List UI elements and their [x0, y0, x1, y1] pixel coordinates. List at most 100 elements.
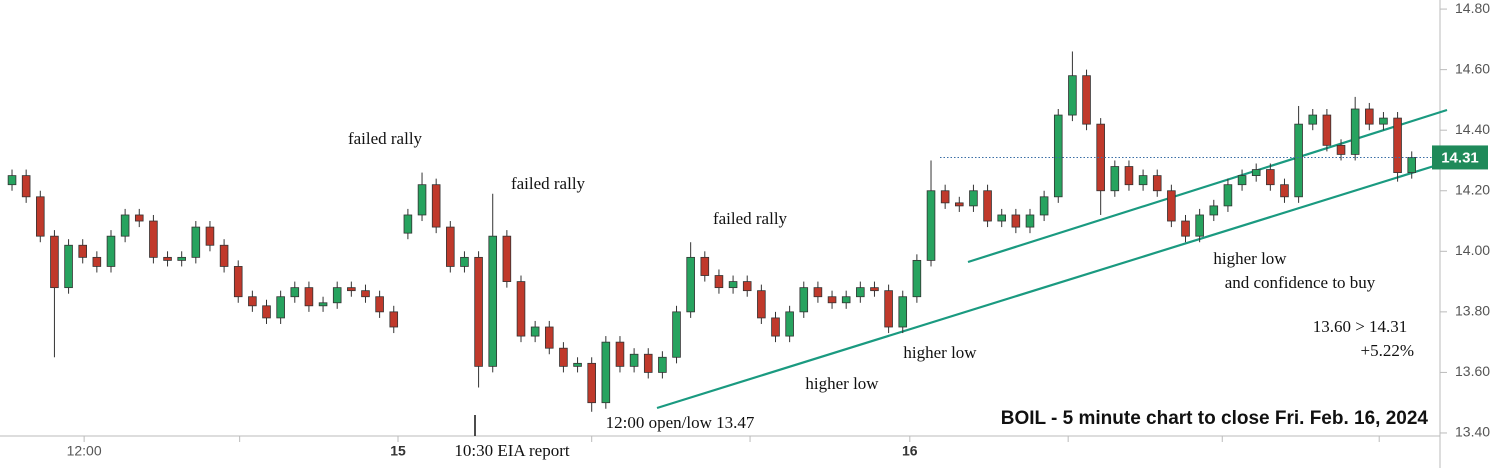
candle-body: [969, 190, 978, 207]
candle-body: [488, 235, 498, 367]
candle-body: [1152, 175, 1162, 192]
candle-body: [912, 259, 922, 298]
y-tick-label: 14.80: [1455, 0, 1490, 16]
candle-body: [573, 362, 582, 367]
candle-body: [389, 311, 399, 328]
candle-body: [361, 290, 370, 298]
candle-body: [544, 326, 554, 349]
candle-body: [474, 256, 483, 367]
candle-body: [502, 235, 512, 282]
y-tick-label: 13.40: [1455, 424, 1490, 440]
candle-body: [106, 235, 116, 267]
candle-body: [955, 202, 964, 207]
candle-body: [233, 266, 243, 298]
annotation: 12:00 open/low 13.47: [606, 413, 755, 432]
candle-body: [403, 214, 413, 234]
candle-body: [205, 226, 215, 246]
candle-body: [870, 287, 879, 292]
x-tick-label: 12:00: [67, 443, 102, 459]
candle-body: [983, 190, 992, 222]
trend-line: [967, 108, 1448, 264]
candle-body: [714, 275, 724, 289]
candle-body: [615, 341, 625, 367]
candle-body: [219, 244, 229, 267]
candle-body: [1025, 214, 1035, 228]
candle-body: [700, 256, 710, 276]
candle-body: [785, 311, 794, 337]
annotation: failed rally: [713, 209, 788, 228]
candle-body: [7, 175, 17, 186]
candle-body: [856, 287, 865, 298]
candle-body: [276, 296, 285, 319]
trend-line: [656, 160, 1448, 410]
candle-body: [559, 347, 568, 367]
annotation: +5.22%: [1361, 341, 1415, 360]
y-tick-label: 14.40: [1455, 121, 1490, 137]
candle-body: [431, 184, 441, 228]
candle-body: [587, 362, 596, 404]
candle-body: [601, 341, 611, 404]
candle-body: [21, 175, 31, 198]
candle-body: [149, 220, 158, 258]
annotation: and confidence to buy: [1225, 273, 1376, 292]
candle-body: [997, 214, 1006, 222]
candle-body: [898, 296, 908, 328]
y-tick-label: 14.20: [1455, 181, 1490, 197]
candle-body: [742, 281, 752, 292]
candle-body: [841, 296, 851, 304]
y-tick-label: 14.00: [1455, 242, 1490, 258]
candle-body: [1223, 184, 1233, 207]
last-price-box: [1432, 145, 1488, 170]
candle-body: [460, 256, 469, 267]
candle-body: [1181, 220, 1190, 237]
annotation: 13.60 > 14.31: [1313, 317, 1408, 336]
x-tick-label: 16: [902, 443, 918, 459]
candle-body: [120, 214, 130, 237]
candle-body: [304, 287, 314, 307]
candle-body: [318, 302, 328, 307]
candle-body: [1167, 190, 1176, 222]
y-tick-label: 14.60: [1455, 60, 1490, 76]
candle-body: [78, 244, 87, 258]
candle-body: [672, 311, 681, 358]
candle-body: [1322, 114, 1332, 146]
candle-body: [926, 190, 936, 261]
y-tick-label: 13.60: [1455, 363, 1490, 379]
x-tick-label: 15: [390, 443, 406, 459]
candle-body: [940, 190, 950, 204]
candle-body: [50, 235, 59, 289]
candle-body: [1294, 123, 1303, 198]
candle-body: [1237, 175, 1247, 186]
y-tick-label: 13.80: [1455, 303, 1490, 319]
candle-body: [1280, 184, 1289, 198]
candle-body: [658, 356, 667, 373]
candle-body: [530, 326, 540, 337]
candle-body: [163, 256, 172, 261]
candle-body: [1082, 75, 1091, 125]
candle-body: [347, 287, 356, 292]
candle-body: [1393, 117, 1402, 173]
candle-body: [1336, 144, 1346, 155]
candle-body: [757, 290, 766, 319]
candle-body: [1266, 169, 1275, 186]
candle-body: [1365, 108, 1374, 125]
candle-body: [813, 287, 823, 298]
candle-body: [827, 296, 837, 304]
candle-body: [1195, 214, 1204, 237]
annotation: 10:30 EIA report: [454, 441, 569, 460]
candle-body: [1209, 205, 1219, 216]
annotation: higher low: [1213, 249, 1287, 268]
candle-body: [771, 317, 780, 337]
candle-body: [686, 256, 695, 313]
candle-body: [290, 287, 300, 298]
candle-body: [1379, 117, 1388, 125]
candle-body: [516, 281, 526, 337]
candle-body: [36, 196, 45, 237]
candle-body: [375, 296, 384, 313]
candle-body: [728, 281, 738, 289]
candle-body: [1011, 214, 1021, 228]
candle-body: [1138, 175, 1148, 186]
candle-body: [643, 353, 653, 373]
candle-body: [248, 296, 257, 307]
